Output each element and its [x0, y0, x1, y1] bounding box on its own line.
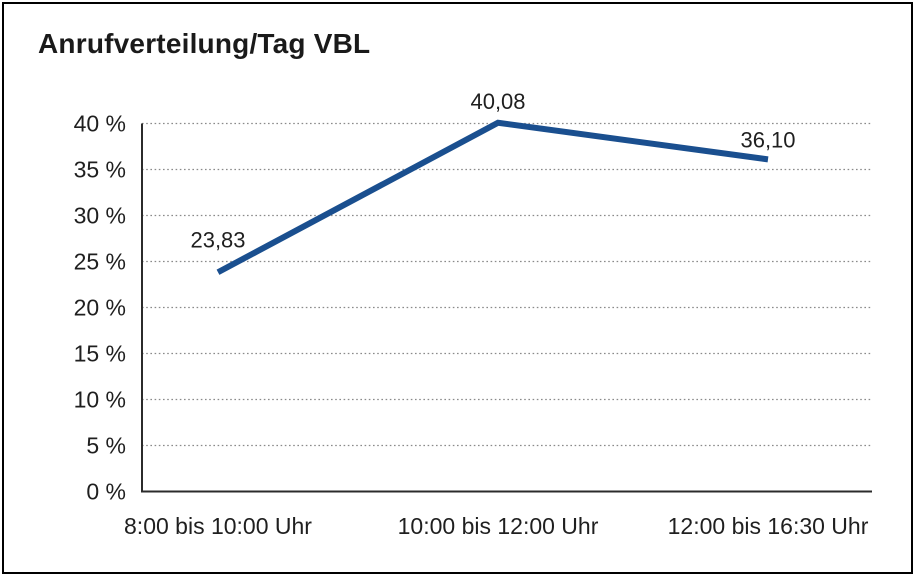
y-tick-label-20: 20 % — [74, 295, 126, 321]
chart-title: Anrufverteilung/Tag VBL — [38, 28, 371, 59]
y-tick-label-40: 40 % — [74, 111, 126, 137]
axis-lines — [141, 123, 872, 493]
y-tick-label-0: 0 % — [86, 479, 126, 505]
data-point-label-1: 40,08 — [470, 89, 525, 114]
data-line-series — [216, 119, 769, 275]
y-tick-label-25: 25 % — [74, 249, 126, 275]
x-axis-label-0: 8:00 bis 10:00 Uhr — [124, 513, 312, 539]
y-tick-label-35: 35 % — [74, 157, 126, 183]
y-tick-label-30: 30 % — [74, 203, 126, 229]
x-axis-label-1: 10:00 bis 12:00 Uhr — [398, 513, 599, 539]
y-tick-label-15: 15 % — [74, 341, 126, 367]
y-tick-label-5: 5 % — [86, 433, 126, 459]
x-axis-label-2: 12:00 bis 16:30 Uhr — [668, 513, 869, 539]
data-point-label-0: 23,83 — [190, 227, 245, 252]
data-point-label-2: 36,10 — [740, 127, 795, 152]
y-tick-label-10: 10 % — [74, 387, 126, 413]
